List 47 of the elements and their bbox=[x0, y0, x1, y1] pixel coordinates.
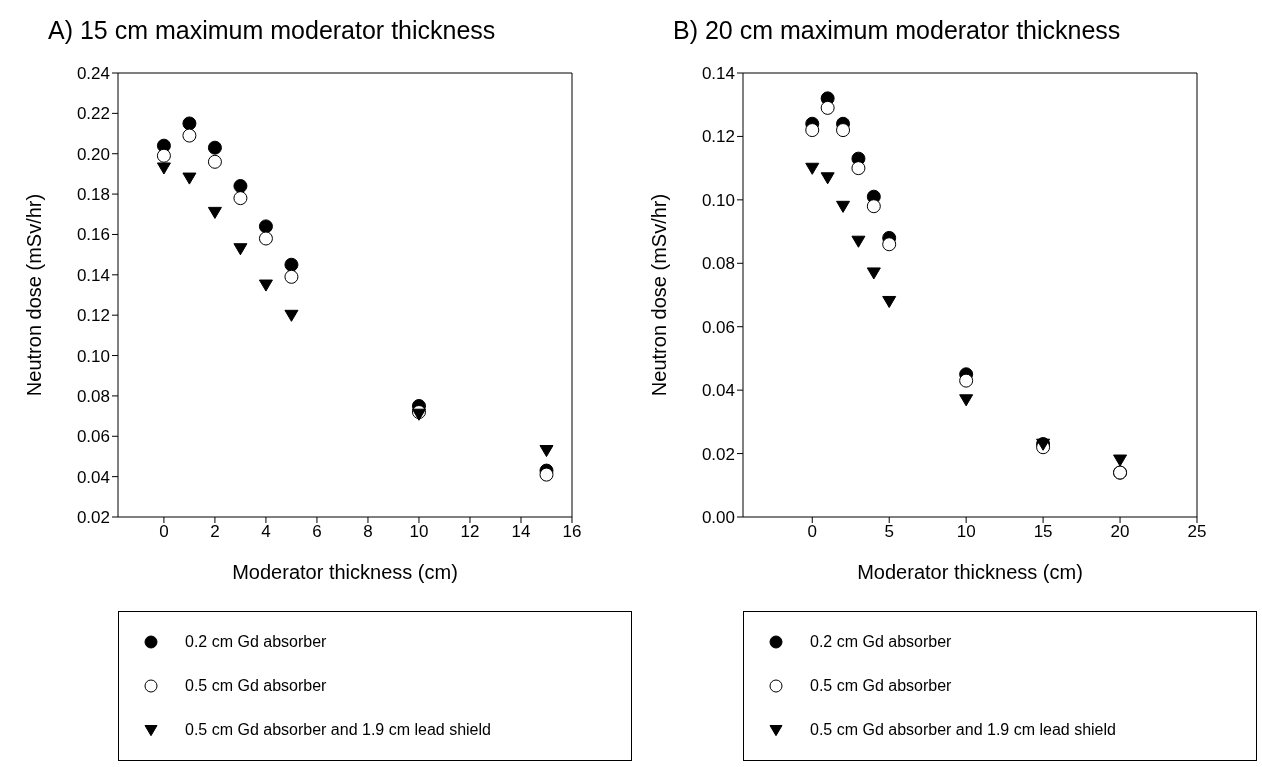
legend-label: 0.5 cm Gd absorber and 1.9 cm lead shield bbox=[810, 721, 1116, 739]
x-tick-label: 0 bbox=[159, 522, 169, 542]
y-tick-label: 0.24 bbox=[76, 64, 110, 84]
y-axis-title: Neutron dose (mSv/hr) bbox=[648, 193, 671, 397]
y-tick-label: 0.06 bbox=[76, 427, 110, 447]
chart-title: B) 20 cm maximum moderator thickness bbox=[673, 16, 1122, 46]
x-tick-label: 14 bbox=[511, 522, 531, 542]
x-tick-label: 20 bbox=[1110, 522, 1130, 542]
chart-title: A) 15 cm maximum moderator thickness bbox=[48, 16, 497, 46]
y-tick-label: 0.16 bbox=[76, 225, 110, 245]
x-tick-label: 12 bbox=[460, 522, 480, 542]
y-tick-label: 0.12 bbox=[76, 306, 110, 326]
x-tick-label: 2 bbox=[210, 522, 220, 542]
y-tick-label: 0.10 bbox=[701, 190, 735, 210]
y-tick-label: 0.20 bbox=[76, 144, 110, 164]
x-tick-label: 0 bbox=[807, 522, 817, 542]
y-tick-label: 0.08 bbox=[76, 386, 110, 406]
x-tick-label: 8 bbox=[363, 522, 373, 542]
y-tick-label: 0.08 bbox=[701, 254, 735, 274]
y-tick-label: 0.22 bbox=[76, 104, 110, 124]
y-tick-label: 0.04 bbox=[76, 467, 110, 487]
legend-label: 0.2 cm Gd absorber bbox=[185, 633, 327, 651]
y-tick-label: 0.02 bbox=[76, 508, 110, 528]
legend-label: 0.2 cm Gd absorber bbox=[810, 633, 952, 651]
legend-label: 0.5 cm Gd absorber and 1.9 cm lead shield bbox=[185, 721, 491, 739]
y-tick-label: 0.14 bbox=[701, 64, 735, 84]
y-tick-label: 0.10 bbox=[76, 346, 110, 366]
y-tick-label: 0.04 bbox=[701, 381, 735, 401]
x-tick-label: 16 bbox=[562, 522, 582, 542]
legend-label: 0.5 cm Gd absorber bbox=[185, 677, 327, 695]
x-tick-label: 5 bbox=[884, 522, 894, 542]
y-tick-label: 0.12 bbox=[701, 127, 735, 147]
x-tick-label: 25 bbox=[1187, 522, 1207, 542]
y-tick-label: 0.14 bbox=[76, 265, 110, 285]
legend-label: 0.5 cm Gd absorber bbox=[810, 677, 952, 695]
y-tick-label: 0.02 bbox=[701, 444, 735, 464]
x-tick-label: 15 bbox=[1033, 522, 1053, 542]
y-tick-label: 0.18 bbox=[76, 185, 110, 205]
x-tick-label: 6 bbox=[312, 522, 322, 542]
x-tick-label: 10 bbox=[409, 522, 429, 542]
x-axis-title: Moderator thickness (cm) bbox=[232, 561, 458, 583]
x-tick-label: 10 bbox=[956, 522, 976, 542]
x-tick-label: 4 bbox=[261, 522, 271, 542]
y-tick-label: 0.00 bbox=[701, 508, 735, 528]
y-axis-title: Neutron dose (mSv/hr) bbox=[23, 193, 46, 397]
x-axis-title: Moderator thickness (cm) bbox=[857, 561, 1083, 583]
y-tick-label: 0.06 bbox=[701, 317, 735, 337]
